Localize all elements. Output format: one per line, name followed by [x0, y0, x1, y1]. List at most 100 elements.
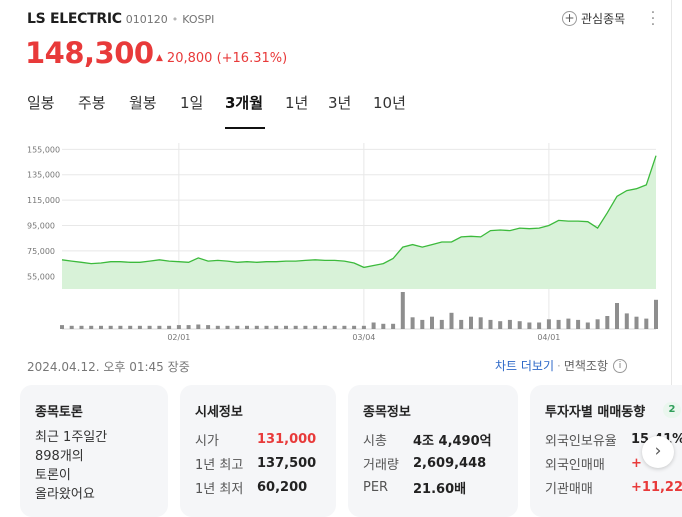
plus-circle-icon: +	[562, 11, 577, 26]
row-value: 131,000	[257, 431, 317, 447]
quote-row: 시가 131,000	[195, 427, 316, 451]
tab-weekly[interactable]: 주봉	[78, 94, 106, 112]
price-area	[62, 155, 656, 289]
volume-bar	[615, 303, 619, 329]
volume-bar	[274, 325, 279, 329]
tab-monthly[interactable]: 월봉	[129, 94, 157, 112]
volume-bar	[585, 322, 590, 329]
y-tick-label: 135,000	[27, 171, 60, 180]
volume-bar	[215, 325, 220, 329]
change-amount: 20,800	[166, 51, 213, 66]
volume-bar	[654, 299, 658, 329]
timestamp: 2024.04.12. 오후 01:45	[27, 360, 164, 374]
disclaimer-link[interactable]: 면책조항	[563, 359, 609, 373]
watchlist-button[interactable]: + 관심종목	[562, 10, 625, 27]
market-name: KOSPI	[182, 13, 215, 26]
price-chart[interactable]: 55,000 75,000 95,000 115,000 135,000 155,000 0…	[0, 137, 672, 347]
y-tick-label: 55,000	[27, 272, 55, 281]
card-title: 투자자별 매매동향	[545, 405, 646, 420]
y-tick-label: 155,000	[27, 145, 60, 154]
row-label: PER	[363, 479, 389, 495]
volume-bar	[225, 325, 230, 329]
summary-line: 올라왔어요	[35, 487, 95, 502]
volume-bar	[303, 325, 308, 329]
x-tick-label: 03/04	[352, 333, 375, 342]
volume-bar	[245, 325, 249, 329]
row-label: 거래량	[363, 457, 399, 473]
row-label: 기관매매	[545, 481, 593, 497]
price-change: ▲ 20,800 (+16.31%)	[156, 51, 287, 66]
volume-bar	[449, 312, 454, 329]
current-price: 148,300	[25, 36, 154, 70]
volume-bar	[60, 325, 64, 329]
x-tick-label: 04/01	[537, 333, 560, 342]
row-label: 외국인매매	[545, 457, 605, 473]
volume-bar	[391, 323, 396, 329]
info-rows: 시총 4조 4,490억 거래량 2,609,448 PER 21.60배	[363, 427, 492, 499]
volume-bar	[498, 321, 503, 329]
row-value: 21.60배	[413, 481, 467, 497]
volume-bar	[99, 325, 103, 329]
volume-bar	[488, 319, 493, 329]
stock-info-card[interactable]: 종목정보 시총 4조 4,490억 거래량 2,609,448 PER 21.60배	[348, 385, 518, 517]
volume-bar	[644, 318, 649, 329]
active-tab-underline	[225, 127, 265, 129]
summary-line: 토론이	[35, 468, 71, 483]
tab-3y[interactable]: 3년	[328, 94, 352, 112]
volume-bar	[507, 319, 512, 329]
volume-bar	[264, 325, 269, 329]
volume-bar	[196, 324, 201, 329]
volume-bar	[322, 325, 327, 329]
volume-bar	[439, 319, 444, 329]
volume-bar	[69, 325, 74, 329]
row-value: +	[631, 455, 642, 471]
volume-bar	[400, 292, 405, 329]
volume-bar	[147, 325, 152, 329]
tab-1d[interactable]: 1일	[180, 94, 204, 112]
investor-rows: 외국인보유율15.41% 외국인매매 + 기관매매 +11,22	[545, 427, 682, 499]
discussion-summary: 최근 1주일간 898개의 토론이 올라왔어요	[35, 428, 107, 504]
volume-bar	[313, 325, 318, 329]
quote-card[interactable]: 시세정보 시가 131,000 1년 최고 137,500 1년 최저 60,200	[180, 385, 336, 517]
volume-bar	[79, 325, 84, 329]
chevron-right-icon[interactable]: ›	[642, 436, 674, 468]
volume-bar	[566, 318, 571, 329]
price-line	[61, 155, 657, 269]
x-tick-label: 02/01	[167, 333, 190, 342]
volume-bar	[342, 325, 347, 329]
quote-row: 1년 최저 60,200	[195, 475, 307, 499]
tab-1y[interactable]: 1년	[285, 94, 309, 112]
y-tick-label: 95,000	[27, 222, 55, 231]
volume-bar	[624, 313, 629, 329]
card-title: 시세정보	[195, 405, 243, 420]
tab-3m[interactable]: 3개월	[225, 94, 264, 112]
volume-bar	[167, 325, 172, 329]
volume-bar	[206, 325, 211, 329]
volume-bar	[381, 323, 386, 329]
more-vertical-icon[interactable]: · · ·	[650, 5, 656, 33]
header-separator: •	[171, 13, 179, 26]
row-label: 시가	[195, 433, 219, 449]
status-line: 2024.04.12. 오후 01:45 장중	[27, 358, 190, 375]
stock-name[interactable]: LS ELECTRIC	[27, 11, 122, 27]
change-percent: (+16.31%)	[216, 51, 288, 66]
investor-row: 외국인매매 +	[545, 451, 642, 475]
info-icon[interactable]: i	[613, 358, 628, 373]
volume-bar	[371, 322, 376, 329]
chart-more-link[interactable]: 차트 더보기	[495, 359, 555, 373]
volume-bar	[410, 317, 415, 329]
summary-line: 898개의	[35, 449, 84, 464]
investor-row: 기관매매 +11,22	[545, 475, 682, 499]
volume-bar	[576, 319, 581, 329]
discussion-card[interactable]: 종목토론 최근 1주일간 898개의 토론이 올라왔어요	[20, 385, 168, 517]
tab-10y[interactable]: 10년	[373, 94, 406, 112]
volume-bar	[254, 325, 259, 329]
chart-links: 차트 더보기 · 면책조항 i	[495, 357, 628, 374]
volume-bar	[293, 325, 298, 329]
tab-daily[interactable]: 일봉	[27, 94, 55, 112]
watchlist-label: 관심종목	[581, 12, 626, 26]
stock-code: 010120	[125, 13, 168, 26]
volume-bar	[284, 325, 288, 329]
y-tick-label: 75,000	[27, 247, 55, 256]
volume-bar	[517, 321, 522, 329]
